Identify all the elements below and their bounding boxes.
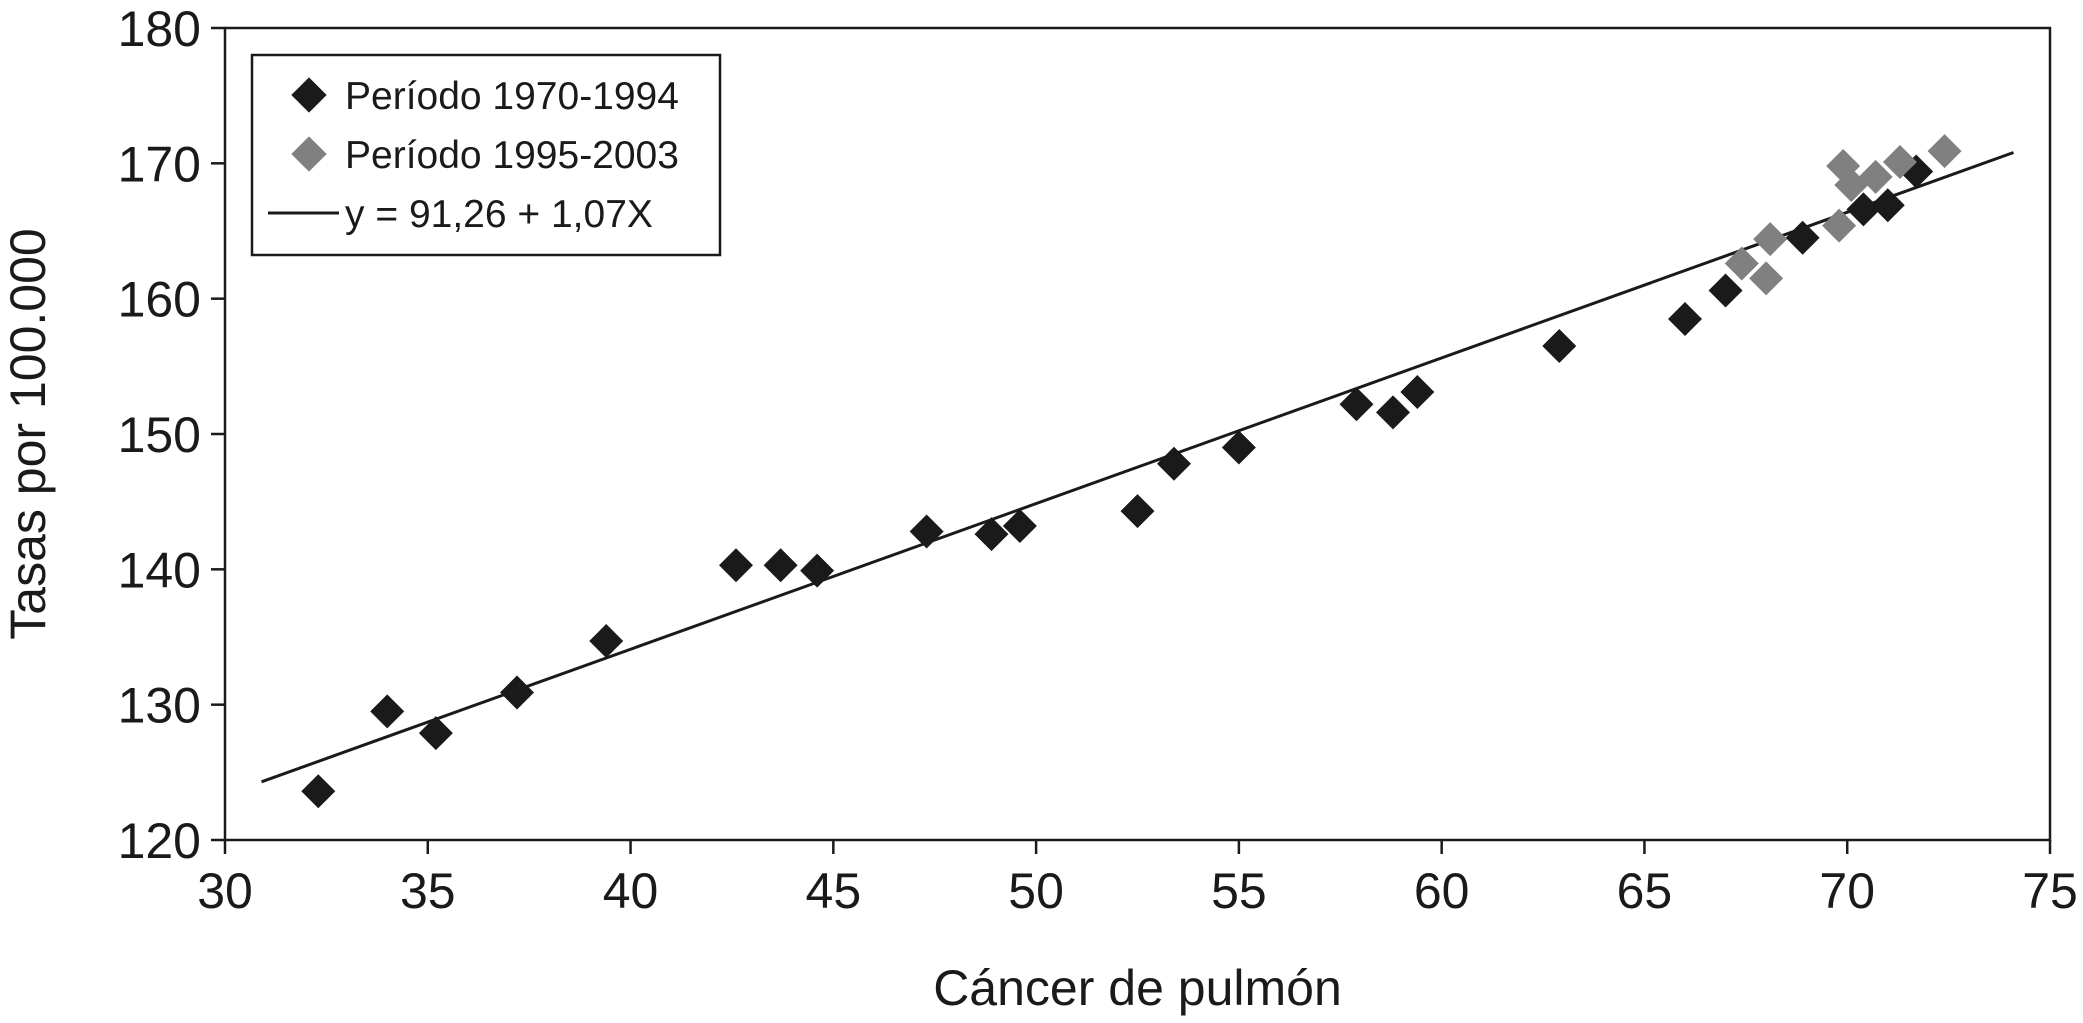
data-point-series-1 — [370, 694, 405, 729]
y-tick-label: 140 — [118, 542, 201, 598]
x-tick-label: 60 — [1414, 863, 1470, 919]
y-axis-title: Tasas por 100.000 — [0, 228, 56, 639]
data-point-series-1 — [1002, 509, 1037, 544]
legend-box — [250, 53, 722, 257]
x-axis: 30 35 40 45 50 55 60 65 70 75 — [197, 840, 2078, 919]
regression-layer — [260, 151, 2015, 784]
data-point-series-1 — [1542, 329, 1577, 364]
data-point-series-1 — [1400, 375, 1435, 410]
x-tick-label: 65 — [1617, 863, 1673, 919]
data-point-series-1 — [719, 548, 753, 583]
data-point-series-2 — [1858, 159, 1893, 194]
data-point-series-1 — [1708, 273, 1743, 308]
data-point-series-1 — [500, 675, 534, 710]
data-point-series-1 — [1668, 301, 1702, 336]
data-point-series-1 — [909, 514, 944, 549]
data-point-series-2 — [1753, 222, 1788, 257]
legend-marker-series-1995-2003 — [291, 136, 327, 172]
data-points — [301, 134, 1962, 809]
x-axis-title: Cáncer de pulmón — [933, 960, 1342, 1016]
y-tick-label: 180 — [118, 1, 201, 57]
x-tick-label: 75 — [2022, 863, 2078, 919]
data-point-series-1 — [418, 716, 453, 751]
y-tick-label: 170 — [118, 136, 201, 192]
data-point-series-1 — [763, 548, 798, 583]
x-tick-label: 35 — [400, 863, 456, 919]
regression-line — [260, 151, 2015, 784]
legend-label-series-1995-2003: Período 1995-2003 — [345, 134, 679, 177]
data-point-series-1 — [1120, 494, 1155, 529]
y-tick-label: 120 — [118, 813, 201, 869]
y-tick-label: 130 — [118, 678, 201, 734]
data-point-series-2 — [1882, 144, 1917, 179]
data-point-series-1 — [1846, 192, 1881, 227]
data-point-series-2 — [1822, 208, 1857, 243]
x-tick-label: 45 — [806, 863, 862, 919]
legend: Período 1970-1994 Período 1995-2003 y = … — [250, 53, 722, 257]
data-point-series-1 — [1376, 395, 1410, 430]
legend-label-regression: y = 91,26 + 1,07X — [345, 193, 653, 236]
legend-marker-series-1970-1994 — [291, 77, 327, 113]
x-tick-label: 40 — [603, 863, 659, 919]
data-point-series-2 — [1749, 261, 1784, 296]
data-point-series-1 — [589, 624, 624, 659]
data-point-series-1 — [1157, 446, 1191, 481]
y-tick-label: 150 — [118, 407, 201, 463]
x-tick-label: 50 — [1008, 863, 1064, 919]
data-point-series-1 — [974, 517, 1009, 552]
y-axis: 120 130 140 150 160 170 180 — [118, 1, 225, 869]
data-point-series-1 — [1339, 387, 1374, 422]
data-point-series-1 — [1785, 220, 1820, 255]
x-tick-label: 70 — [1819, 863, 1875, 919]
x-tick-label: 30 — [197, 863, 253, 919]
data-point-series-1 — [1221, 430, 1256, 465]
legend-label-series-1970-1994: Período 1970-1994 — [345, 75, 679, 118]
data-point-series-1 — [1870, 188, 1905, 223]
y-tick-label: 160 — [118, 272, 201, 328]
data-point-series-2 — [1927, 134, 1962, 169]
data-point-series-1 — [800, 553, 835, 588]
x-tick-label: 55 — [1211, 863, 1267, 919]
data-point-series-1 — [301, 774, 336, 809]
data-point-series-2 — [1724, 246, 1759, 281]
